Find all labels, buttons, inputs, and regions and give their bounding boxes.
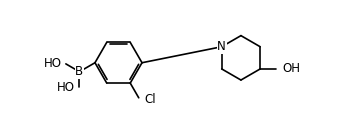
Text: HO: HO (57, 81, 75, 94)
Text: OH: OH (282, 62, 300, 76)
Text: HO: HO (44, 57, 62, 70)
Text: N: N (218, 40, 226, 53)
Text: B: B (76, 65, 84, 78)
Text: Cl: Cl (145, 93, 156, 106)
